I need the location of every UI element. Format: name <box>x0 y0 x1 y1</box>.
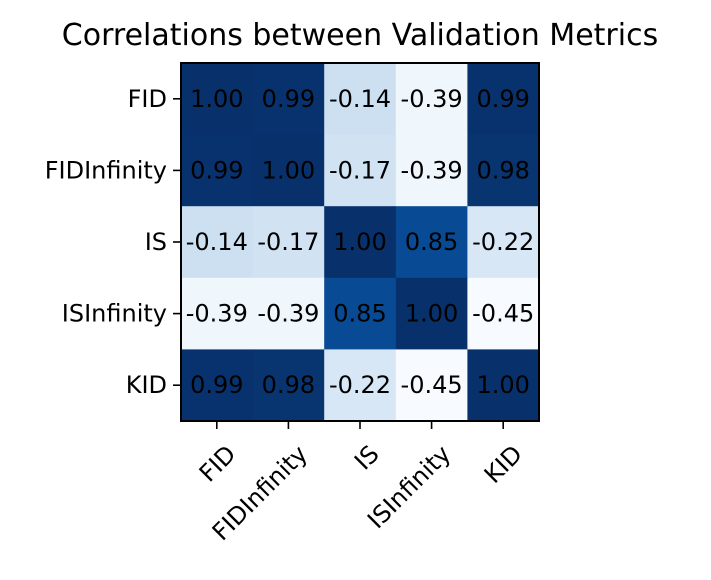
heatmap-cell <box>467 63 540 136</box>
cell-value-label: 0.99 <box>190 156 243 184</box>
cell-value-label: -0.39 <box>186 300 248 328</box>
cell-value-label: 1.00 <box>190 85 243 113</box>
cell-value-label: 0.85 <box>405 228 458 256</box>
x-tick-label: KID <box>479 440 528 489</box>
heatmap-cell <box>252 206 325 279</box>
heatmap-cells <box>181 63 540 422</box>
cell-value-label: 1.00 <box>476 371 529 399</box>
cell-value-label: 1.00 <box>333 228 386 256</box>
heatmap-cell <box>395 349 468 422</box>
cell-value-label: -0.39 <box>401 85 463 113</box>
y-tick-label: ISInfinity <box>62 300 167 328</box>
heatmap-cell <box>252 134 325 207</box>
cell-value-label: -0.14 <box>186 228 248 256</box>
heatmap-cell <box>181 206 254 279</box>
heatmap-cell <box>252 277 325 350</box>
heatmap-cell <box>467 277 540 350</box>
cell-value-label: -0.17 <box>329 156 391 184</box>
cell-value-label: -0.45 <box>401 371 463 399</box>
y-tick-label: IS <box>145 228 167 256</box>
heatmap-cell <box>395 134 468 207</box>
heatmap-cell <box>181 134 254 207</box>
cell-value-label: -0.22 <box>329 371 391 399</box>
x-tick-label: IS <box>349 440 385 476</box>
heatmap-cell <box>252 63 325 136</box>
heatmap-cell <box>467 349 540 422</box>
heatmap-cell <box>467 134 540 207</box>
y-tick-label: KID <box>126 371 167 399</box>
heatmap-cell-labels: 1.00 0.99 -0.14 -0.39 0.99 0.99 1.00 -0.17 -0.39… <box>186 85 535 399</box>
cell-value-label: 0.99 <box>262 85 315 113</box>
heatmap-cell <box>181 349 254 422</box>
heatmap-cell <box>324 206 397 279</box>
cell-value-label: -0.45 <box>472 300 534 328</box>
heatmap-cell <box>324 277 397 350</box>
chart-title: Correlations between Validation Metrics <box>62 18 658 53</box>
x-tick-label: FID <box>194 440 242 488</box>
heatmap-cell <box>181 277 254 350</box>
cell-value-label: -0.17 <box>257 228 319 256</box>
cell-value-label: -0.39 <box>257 300 319 328</box>
cell-value-label: -0.22 <box>472 228 534 256</box>
cell-value-label: 0.98 <box>476 156 529 184</box>
cell-value-label: 0.98 <box>262 371 315 399</box>
y-tick-label: FID <box>128 85 167 113</box>
heatmap-cell <box>324 349 397 422</box>
cell-value-label: 0.99 <box>476 85 529 113</box>
heatmap-cell <box>252 349 325 422</box>
cell-value-label: 0.99 <box>190 371 243 399</box>
heatmap-cell <box>181 63 254 136</box>
cell-value-label: -0.14 <box>329 85 391 113</box>
heatmap-cell <box>395 63 468 136</box>
y-axis: FID FIDInfinity IS ISInfinity KID <box>45 85 181 399</box>
cell-value-label: 0.85 <box>333 300 386 328</box>
heatmap-cell <box>395 277 468 350</box>
heatmap-cell <box>467 206 540 279</box>
cell-value-label: 1.00 <box>405 300 458 328</box>
cell-value-label: 1.00 <box>262 156 315 184</box>
heatmap-cell <box>324 134 397 207</box>
y-tick-label: FIDInfinity <box>45 156 167 184</box>
heatmap-cell <box>395 206 468 279</box>
cell-value-label: -0.39 <box>401 156 463 184</box>
heatmap-cell <box>324 63 397 136</box>
